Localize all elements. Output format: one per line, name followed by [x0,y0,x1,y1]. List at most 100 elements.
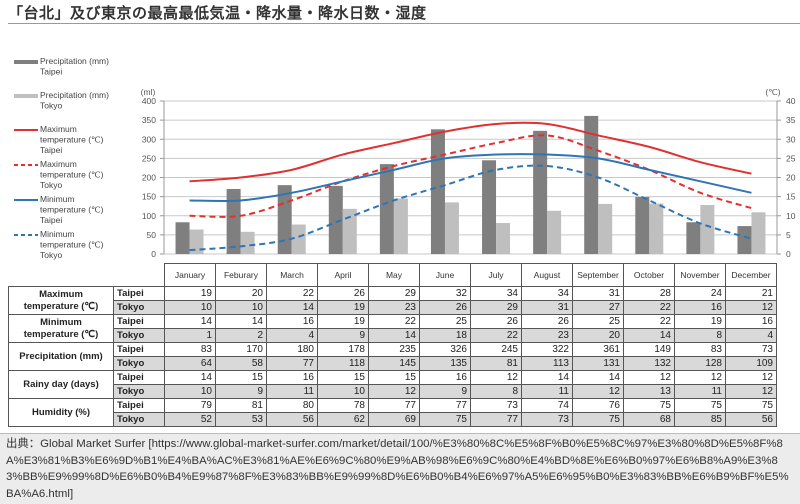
value-cell: 14 [164,314,216,329]
left-axis-tick-label: 50 [147,230,157,240]
value-cell: 8 [470,384,522,399]
precipitation-bar [751,212,766,254]
city-label: Tokyo [113,384,165,399]
right-axis-tick-label: 30 [786,134,796,144]
legend-label: Taipei [40,67,62,77]
month-header-row: January Feburary March April May June July Augu… [9,263,777,287]
value-cell: 10 [164,384,216,399]
value-cell: 16 [266,314,318,329]
precipitation-bar [328,185,343,254]
value-cell: 326 [419,342,471,357]
legend-label: Precipitation (mm) [40,90,109,100]
legend-label: Minimum [40,194,74,204]
precipitation-bars [175,115,766,254]
value-cell: 27 [572,300,624,315]
legend-label: temperature (℃) [40,205,104,215]
value-cell: 73 [725,342,777,357]
precipitation-bar [649,203,664,254]
value-cell: 178 [317,342,369,357]
value-cell: 24 [674,286,726,301]
value-cell: 2 [215,328,267,343]
right-axis-tick-label: 35 [786,115,796,125]
value-cell: 28 [623,286,675,301]
precipitation-bar [598,203,613,254]
value-cell: 75 [674,398,726,413]
value-cell: 68 [623,412,675,427]
value-cell: 19 [317,314,369,329]
legend-item: Precipitation (mm)Taipei [14,56,109,77]
city-label: Taipei [113,370,165,385]
value-cell: 13 [623,384,675,399]
value-cell: 26 [419,300,471,315]
value-cell: 16 [725,314,777,329]
value-cell: 109 [725,356,777,371]
value-cell: 11 [521,384,573,399]
page-title: 「台北」及び東京の最高最低気温・降水量・降水日数・湿度 [8,4,427,22]
right-axis-tick-label: 15 [786,192,796,202]
value-cell: 14 [266,300,318,315]
value-cell: 77 [368,398,420,413]
city-label: Tokyo [113,356,165,371]
month-header: September [572,263,624,287]
value-cell: 180 [266,342,318,357]
value-cell: 15 [317,370,369,385]
value-cell: 29 [470,300,522,315]
right-axis-tick-label: 5 [786,230,791,240]
value-cell: 15 [215,370,267,385]
left-axis-tick-label: 100 [142,211,156,221]
value-cell: 19 [317,300,369,315]
value-cell: 4 [266,328,318,343]
legend-label: Taipei [40,145,62,155]
value-cell: 118 [317,356,369,371]
precipitation-bar [342,208,357,254]
value-cell: 85 [674,412,726,427]
legend-label: Maximum [40,159,77,169]
value-cell: 235 [368,342,420,357]
city-label: Taipei [113,342,165,357]
metric-label: Rainy day (days) [8,370,114,399]
value-cell: 78 [317,398,369,413]
legend-swatch-bar [14,94,38,98]
value-cell: 73 [521,412,573,427]
value-cell: 56 [266,412,318,427]
value-cell: 19 [674,314,726,329]
legend-swatch-bar [14,60,38,64]
precipitation-bar [430,129,445,254]
table-row: Tokyo 64 58 77 118 145 135 81 113 131 132 128 109 [9,356,777,371]
value-cell: 131 [572,356,624,371]
value-cell: 22 [368,314,420,329]
value-cell: 22 [470,328,522,343]
value-cell: 1 [164,328,216,343]
city-label: Taipei [113,314,165,329]
table-row: Tokyo 1 2 4 9 14 18 22 23 20 14 8 4 [9,328,777,343]
legend-label: temperature (℃) [40,170,104,180]
temperature-line [189,153,752,203]
value-cell: 74 [521,398,573,413]
value-cell: 15 [368,370,420,385]
value-cell: 12 [725,370,777,385]
value-cell: 21 [725,286,777,301]
precipitation-bar [533,130,548,254]
value-cell: 25 [572,314,624,329]
table-row: Precipitation (mm) Taipei 83 170 180 178 235 32… [8,342,777,371]
right-axis-tick-label: 20 [786,173,796,183]
month-header: May [368,263,420,287]
precipitation-bar [700,205,715,254]
title-divider [8,23,800,24]
precipitation-bar [291,224,306,254]
value-cell: 80 [266,398,318,413]
precipitation-bar [175,222,190,254]
value-cell: 135 [419,356,471,371]
value-cell: 8 [674,328,726,343]
right-axis-tick-label: 10 [786,211,796,221]
legend-label: Maximum [40,124,77,134]
value-cell: 14 [623,328,675,343]
value-cell: 14 [164,370,216,385]
value-cell: 77 [266,356,318,371]
month-header: June [419,263,471,287]
value-cell: 75 [623,398,675,413]
city-label: Tokyo [113,328,165,343]
climate-data-table: January Feburary March April May June July Augu… [8,263,777,427]
